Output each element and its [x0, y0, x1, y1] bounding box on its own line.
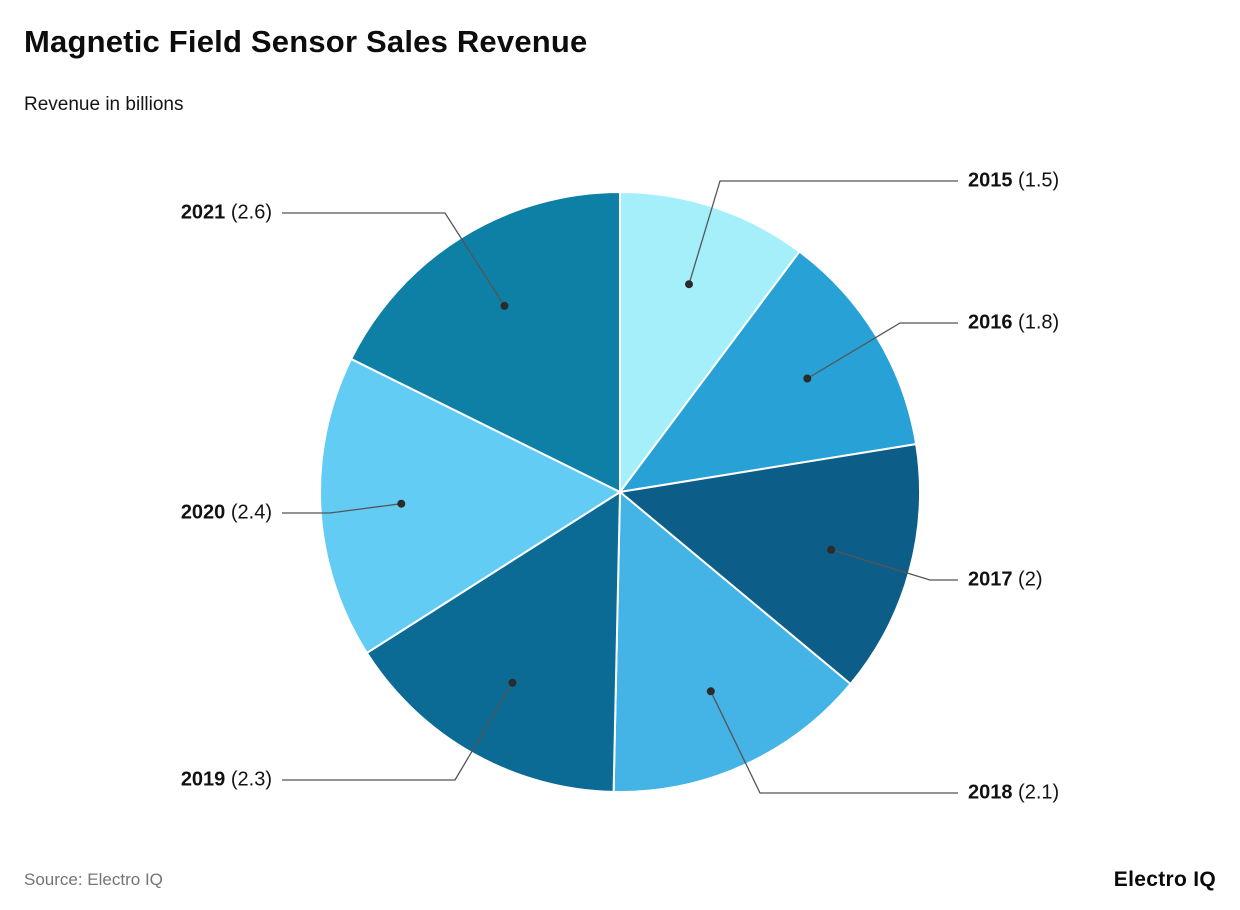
leader-dot-2018 — [706, 687, 715, 696]
slice-label-value: (2.4) — [225, 501, 272, 524]
leader-line-2019 — [282, 682, 514, 781]
pie-slice-2017 — [619, 443, 921, 686]
leader-dot-2015 — [685, 280, 693, 289]
leader-dot-2019 — [508, 678, 517, 687]
leader-dot-2017 — [827, 545, 836, 554]
slice-label-value: (2.1) — [1012, 781, 1060, 804]
slice-label-2017: 2017 (2) — [968, 569, 1043, 592]
slice-label-year: 2015 — [968, 169, 1013, 192]
source-note: Source: Electro IQ — [24, 870, 163, 889]
slice-label-year: 2020 — [180, 501, 226, 524]
leader-line-2017 — [831, 549, 958, 581]
chart-title: Magnetic Field Sensor Sales Revenue — [24, 24, 588, 59]
chart-subtitle: Revenue in billions — [24, 94, 184, 115]
leader-line-2018 — [710, 691, 958, 794]
slice-label-2015: 2015 (1.5) — [968, 170, 1059, 193]
leader-line-2020 — [282, 503, 402, 514]
slice-label-year: 2016 — [968, 311, 1013, 334]
leader-dot-2021 — [500, 301, 509, 310]
leader-line-2016 — [806, 322, 958, 380]
leader-line-2015 — [688, 180, 958, 285]
slice-label-value: (2) — [1012, 568, 1043, 591]
pie-slice-2021 — [350, 191, 621, 493]
brand-logo: Electro IQ — [1113, 868, 1216, 891]
slice-label-value: (2.6) — [225, 201, 272, 224]
pie-slice-2015 — [619, 191, 801, 493]
slice-label-2016: 2016 (1.8) — [968, 312, 1059, 335]
slice-label-2019: 2019 (2.3) — [181, 769, 272, 792]
slice-label-year: 2019 — [180, 768, 226, 791]
slice-label-2020: 2020 (2.4) — [181, 502, 272, 525]
slice-label-value: (2.3) — [225, 768, 272, 791]
pie-slice-2019 — [365, 491, 621, 793]
leader-dot-2016 — [803, 374, 812, 383]
slice-label-value: (1.8) — [1012, 311, 1060, 334]
pie-slice-2018 — [612, 491, 852, 793]
slice-label-year: 2017 — [968, 568, 1013, 591]
slice-label-year: 2018 — [968, 781, 1013, 804]
slice-label-2021: 2021 (2.6) — [181, 202, 272, 225]
leader-dot-2020 — [397, 499, 406, 508]
slice-label-year: 2021 — [180, 201, 226, 224]
slice-label-2018: 2018 (2.1) — [968, 782, 1059, 805]
pie-slice-2020 — [319, 357, 621, 654]
leader-line-2021 — [282, 212, 506, 307]
slice-label-value: (1.5) — [1012, 169, 1060, 192]
